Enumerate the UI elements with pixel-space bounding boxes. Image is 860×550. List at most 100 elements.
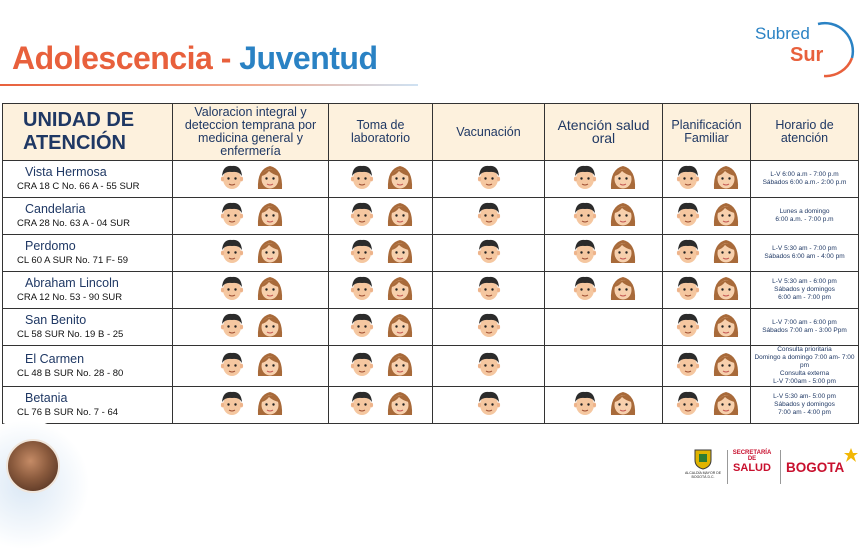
service-cell (662, 234, 751, 272)
hours-line: Sábados y domingos (774, 286, 835, 293)
unit-address: CRA 18 C No. 66 A - 55 SUR (17, 181, 140, 192)
faces-pair (219, 163, 283, 191)
table-row: El Carmen CL 48 B SUR No. 28 - 80 Consulta… (2, 345, 859, 387)
girl-face-icon (610, 391, 635, 415)
faces-pair (572, 200, 636, 228)
faces-pair (572, 274, 636, 302)
boy-face-icon (477, 276, 500, 300)
girl-face-icon (713, 239, 738, 263)
unit-name: San Benito (25, 313, 87, 327)
boy-face-icon (350, 165, 373, 189)
boy-face-icon (477, 352, 500, 376)
unit-name: Vista Hermosa (25, 165, 107, 179)
table-row: Vista Hermosa CRA 18 C No. 66 A - 55 SUR L… (2, 160, 859, 198)
hours-line: Consulta externa (779, 370, 830, 377)
faces-pair (219, 274, 283, 302)
boy-face-icon (350, 352, 373, 376)
hours-line: Consulta prioritaria (777, 346, 832, 353)
unit-address: CL 58 SUR No. 19 B - 25 (17, 329, 124, 340)
service-cell (432, 345, 545, 387)
service-cell (328, 345, 433, 387)
faces-single (476, 274, 502, 302)
service-cell (662, 386, 751, 424)
faces-pair (675, 311, 739, 339)
table-row: Perdomo CL 60 A SUR No. 71 F- 59 L-V 5:30 … (2, 234, 859, 272)
faces-pair (675, 163, 739, 191)
header-laboratorio: Toma de laboratorio (328, 103, 433, 161)
service-cell (432, 308, 545, 346)
girl-face-icon (713, 313, 738, 337)
faces-single (476, 311, 502, 339)
faces-pair (572, 237, 636, 265)
unit-cell: Betania CL 76 B SUR No. 7 - 64 (2, 386, 173, 424)
girl-face-icon (257, 202, 282, 226)
hours-line: L-V 6:00 a.m - 7:00 p.m (770, 171, 839, 178)
service-cell (544, 197, 663, 235)
unit-cell: San Benito CL 58 SUR No. 19 B - 25 (2, 308, 173, 346)
girl-face-icon (713, 391, 738, 415)
girl-face-icon (610, 202, 635, 226)
girl-face-icon (257, 391, 282, 415)
girl-face-icon (713, 202, 738, 226)
service-cell (328, 271, 433, 309)
footer-separator (727, 450, 728, 484)
boy-face-icon (676, 165, 699, 189)
boy-face-icon (573, 165, 596, 189)
faces-pair (675, 237, 739, 265)
faces-pair (675, 350, 739, 378)
service-cell (662, 345, 751, 387)
hours-line: Sábados y domingos (774, 401, 835, 408)
service-cell (544, 234, 663, 272)
faces-pair (349, 350, 413, 378)
faces-pair (219, 311, 283, 339)
header-vacunacion: Vacunación (432, 103, 545, 161)
hours-line: Lunes a domingo (779, 208, 830, 215)
hours-line: L-V 5:30 am- 5:00 pm (773, 393, 836, 400)
page-title: Adolescencia - Juventud (12, 40, 378, 77)
unit-cell: El Carmen CL 48 B SUR No. 28 - 80 (2, 345, 173, 387)
hours-cell: Lunes a domingo 6:00 a.m. - 7:00 p.m (750, 197, 859, 235)
boy-face-icon (477, 391, 500, 415)
table-row: San Benito CL 58 SUR No. 19 B - 25 L-V 7:0… (2, 308, 859, 346)
girl-face-icon (257, 239, 282, 263)
boy-face-icon (350, 239, 373, 263)
boy-face-icon (350, 276, 373, 300)
service-cell (172, 234, 329, 272)
service-cell (432, 160, 545, 198)
boy-face-icon (350, 313, 373, 337)
boy-face-icon (573, 276, 596, 300)
boy-face-icon (573, 239, 596, 263)
service-cell (172, 197, 329, 235)
logo-text-subred: Subred (755, 24, 810, 43)
faces-pair (572, 163, 636, 191)
boy-face-icon (477, 239, 500, 263)
boy-face-icon (220, 202, 243, 226)
unit-name: Betania (25, 391, 68, 405)
boy-face-icon (676, 391, 699, 415)
hours-cell: L-V 5:30 am - 7:00 pm Sábados 6:00 am - 4… (750, 234, 859, 272)
boy-face-icon (573, 202, 596, 226)
boy-face-icon (477, 165, 500, 189)
hours-cell: L-V 5:30 am- 5:00 pm Sábados y domingos 7:… (750, 386, 859, 424)
faces-single (476, 350, 502, 378)
boy-face-icon (220, 313, 243, 337)
boy-face-icon (676, 313, 699, 337)
girl-face-icon (387, 202, 412, 226)
unit-cell: Candelaria CRA 28 No. 63 A - 04 SUR (2, 197, 173, 235)
service-cell (432, 271, 545, 309)
boy-face-icon (220, 276, 243, 300)
secretaria-line1: SECRETARÍA DE (732, 450, 772, 462)
faces-pair (572, 389, 636, 417)
faces-pair (349, 389, 413, 417)
table-header-row: UNIDAD DE ATENCIÓN Valoracion integral y… (2, 103, 859, 161)
unit-name: El Carmen (25, 352, 85, 366)
boy-face-icon (676, 239, 699, 263)
service-cell (172, 271, 329, 309)
service-cell (328, 197, 433, 235)
boy-face-icon (676, 276, 699, 300)
faces-pair (675, 389, 739, 417)
faces-pair (675, 274, 739, 302)
boy-face-icon (573, 391, 596, 415)
hours-cell: L-V 5:30 am - 6:00 pm Sábados y domingos 6… (750, 271, 859, 309)
unit-address: CRA 28 No. 63 A - 04 SUR (17, 218, 131, 229)
